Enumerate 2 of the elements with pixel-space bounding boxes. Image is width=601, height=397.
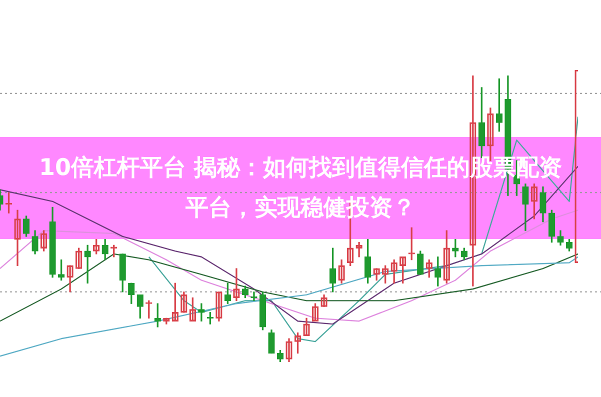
candlestick <box>198 303 205 322</box>
candlestick <box>84 244 91 284</box>
